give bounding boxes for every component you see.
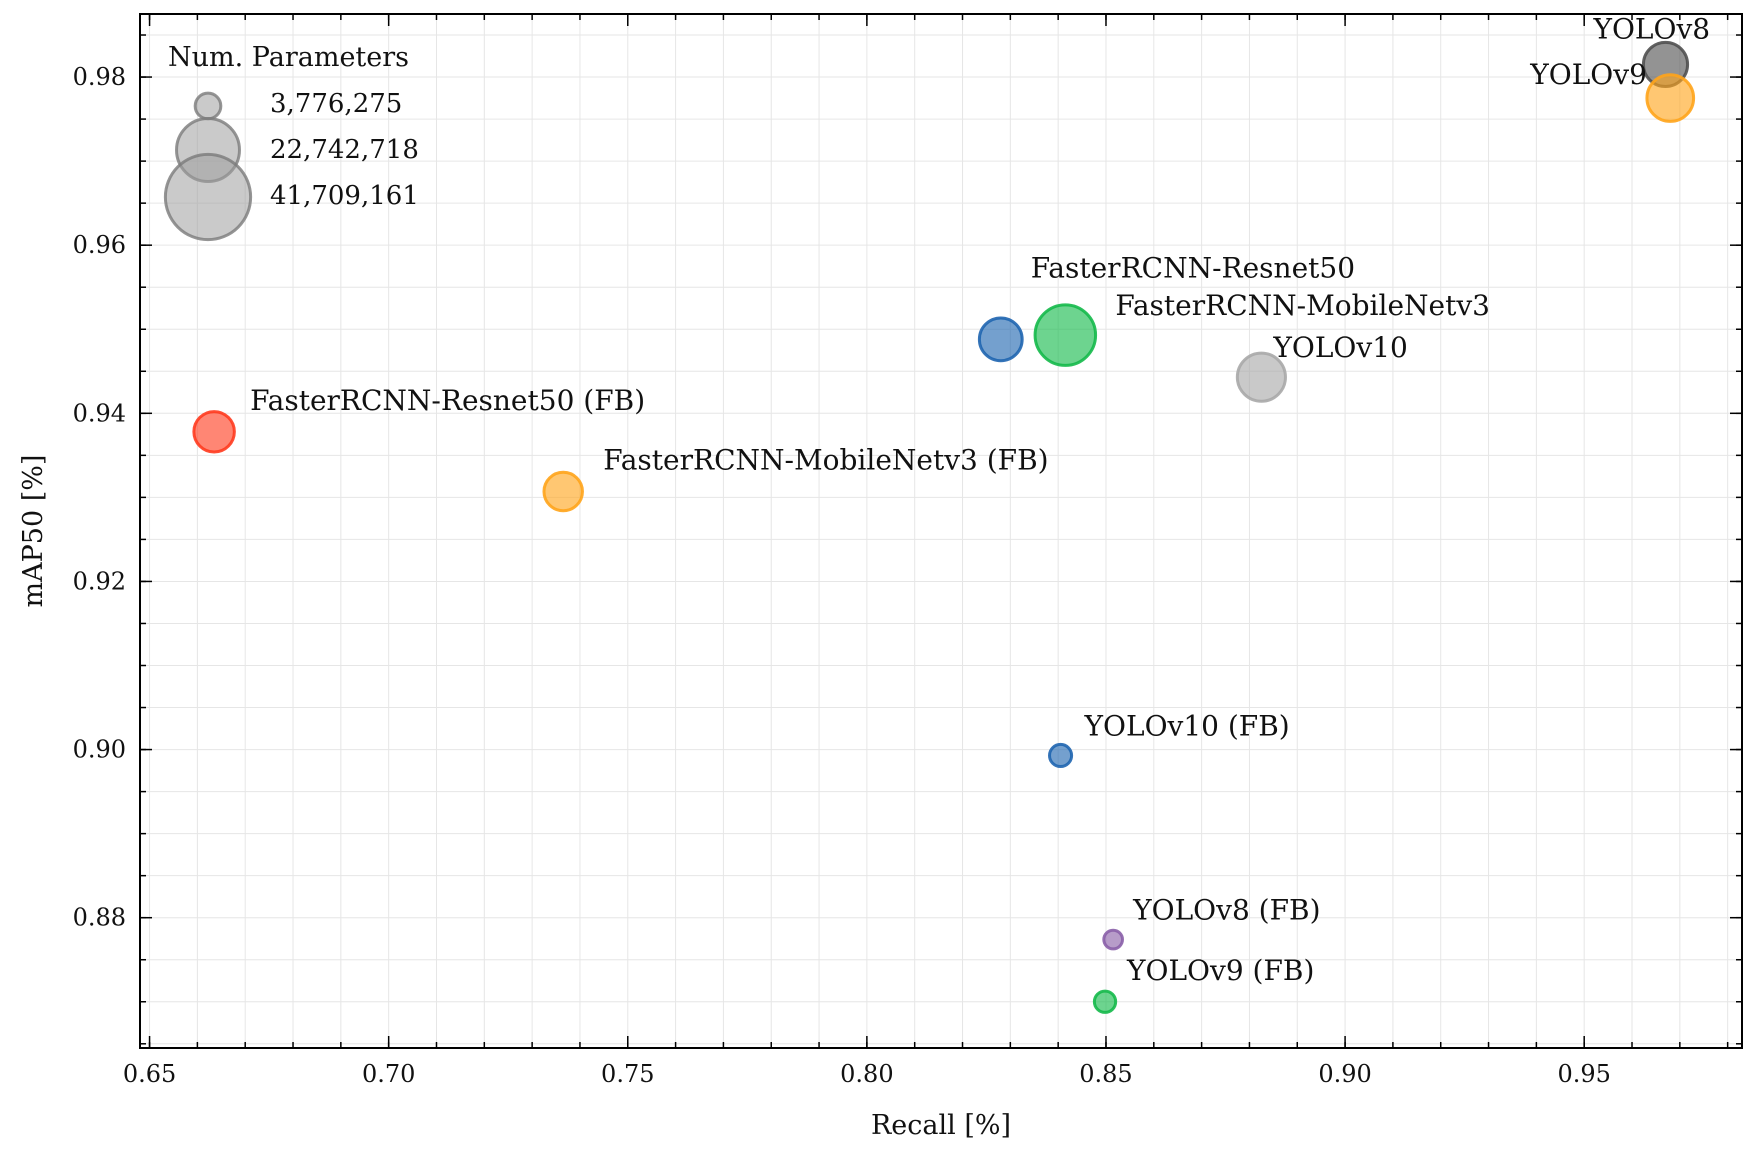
data-point	[542, 470, 584, 513]
plot-frame	[139, 13, 1743, 1049]
point-label: FasterRCNN-Resnet50	[1031, 251, 1355, 284]
y-tick-label: 0.88	[73, 904, 126, 932]
legend-label: 22,742,718	[270, 135, 419, 165]
y-tick-label: 0.94	[73, 399, 126, 427]
point-label: YOLOv9 (FB)	[1126, 954, 1314, 987]
point-label: FasterRCNN-Resnet50 (FB)	[250, 384, 645, 417]
point-label: YOLOv9	[1529, 58, 1647, 91]
y-tick-label: 0.96	[73, 231, 126, 259]
data-point	[1048, 742, 1074, 768]
x-tick-label: 0.75	[601, 1060, 654, 1088]
point-label: FasterRCNN-MobileNetv3 (FB)	[603, 443, 1048, 476]
legend-label: 3,776,275	[270, 89, 402, 119]
data-point	[1033, 303, 1098, 367]
y-tick-label: 0.92	[73, 567, 126, 595]
x-tick-label: 0.70	[362, 1060, 415, 1088]
legend-label: 41,709,161	[270, 181, 419, 211]
y-tick-label: 0.90	[73, 736, 126, 764]
point-label: YOLOv8 (FB)	[1132, 894, 1320, 927]
point-label: YOLOv10 (FB)	[1084, 709, 1290, 742]
point-labels: YOLOv8 YOLOv9 FasterRCNN-Resnet50 FasterRCN…	[250, 12, 1710, 986]
data-point	[1102, 928, 1124, 951]
legend: Num. Parameters 3,776,275 22,742,718 41,70…	[163, 42, 419, 242]
point-label: YOLOv10	[1272, 331, 1407, 364]
x-axis-label: Recall [%]	[871, 1110, 1011, 1141]
x-tick-label: 0.95	[1557, 1060, 1610, 1088]
axis-ticks: 0.65 0.70 0.75 0.80 0.85 0.90 0.95 0.88 0.90 0.92…	[73, 14, 1742, 1088]
legend-marker	[193, 91, 223, 121]
x-tick-label: 0.80	[840, 1060, 893, 1088]
point-label: FasterRCNN-MobileNetv3	[1115, 289, 1490, 322]
data-point	[1645, 73, 1696, 123]
legend-title: Num. Parameters	[168, 42, 409, 73]
data-point	[1235, 351, 1287, 403]
y-tick-label: 0.98	[73, 63, 126, 91]
data-point	[1092, 989, 1118, 1014]
data-point	[977, 316, 1024, 363]
y-axis-label: mAP50 [%]	[18, 455, 49, 608]
data-point	[192, 410, 236, 454]
x-tick-label: 0.90	[1318, 1060, 1371, 1088]
point-label: YOLOv8	[1592, 12, 1710, 45]
grid	[140, 14, 1742, 1048]
legend-marker	[163, 152, 253, 242]
data-points	[192, 40, 1696, 1014]
x-tick-label: 0.85	[1079, 1060, 1132, 1088]
x-tick-label: 0.65	[123, 1060, 176, 1088]
